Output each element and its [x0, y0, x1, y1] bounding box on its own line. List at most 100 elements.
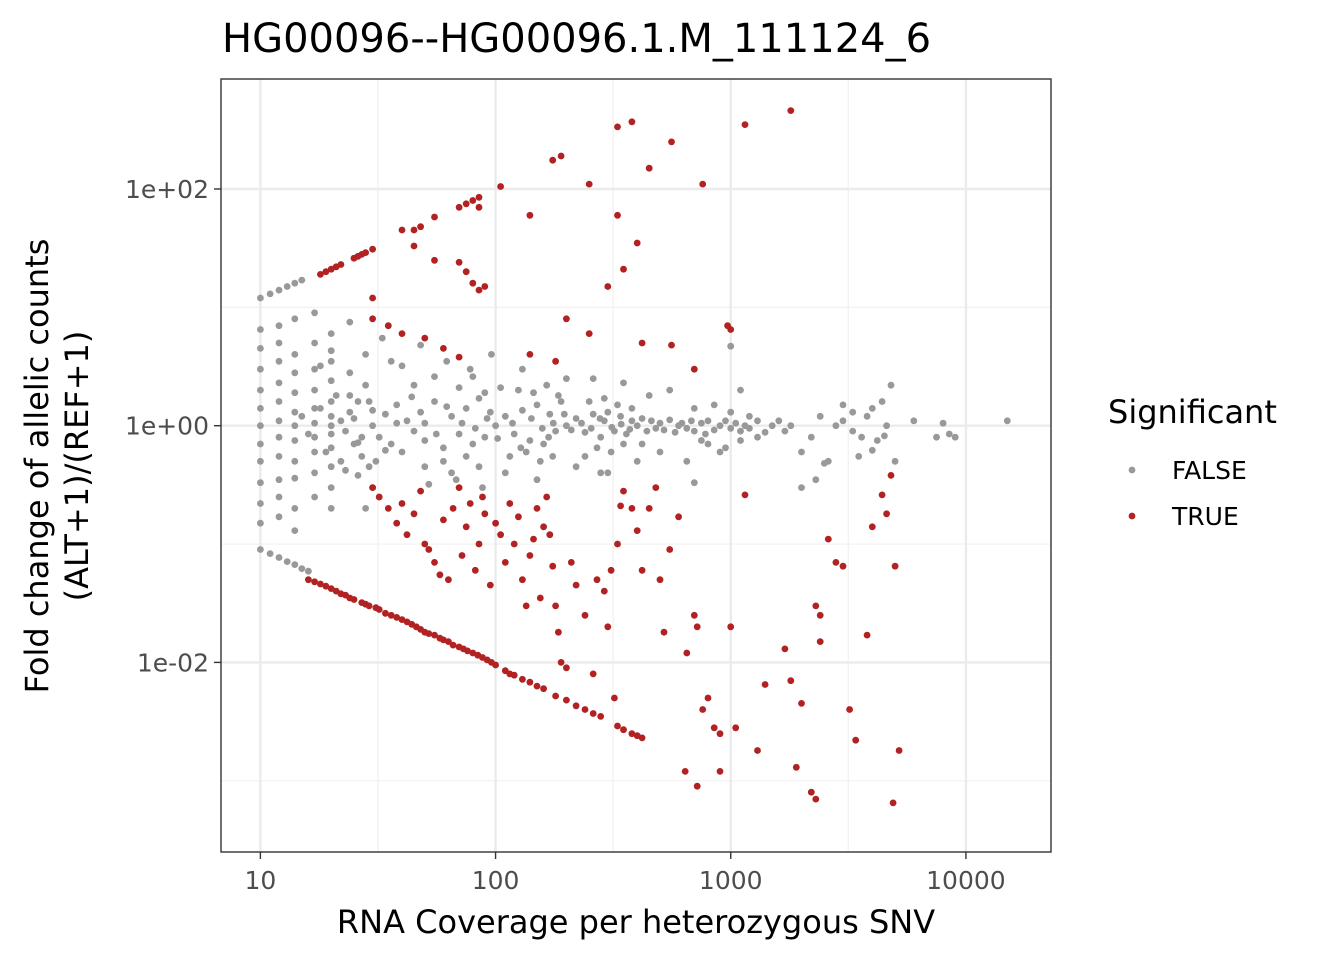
data-point	[517, 444, 525, 452]
data-point	[597, 713, 605, 720]
x-tick-label: 100	[472, 866, 520, 895]
data-point	[449, 641, 457, 649]
data-point	[530, 535, 537, 543]
data-point	[549, 419, 557, 427]
data-point	[683, 457, 691, 465]
data-point	[327, 463, 335, 471]
data-point	[375, 606, 383, 613]
data-point	[633, 457, 641, 465]
data-point	[365, 602, 373, 610]
data-point	[283, 558, 291, 565]
data-point	[398, 330, 406, 337]
data-point	[522, 448, 530, 456]
data-point	[732, 724, 740, 732]
data-point	[440, 457, 447, 465]
data-point	[626, 426, 634, 433]
data-point	[604, 623, 612, 631]
data-point	[354, 472, 362, 479]
data-point	[891, 562, 899, 570]
data-point	[545, 433, 552, 441]
data-point	[798, 448, 805, 456]
data-point	[812, 476, 820, 484]
data-point	[346, 318, 354, 326]
data-point	[275, 513, 283, 521]
data-point	[462, 453, 470, 460]
data-point	[727, 408, 735, 416]
data-point	[722, 444, 729, 452]
data-point	[704, 440, 712, 448]
data-point	[716, 768, 724, 775]
data-point	[421, 334, 429, 342]
data-point	[608, 423, 616, 431]
data-point	[798, 700, 805, 707]
data-point	[445, 638, 452, 645]
data-point	[311, 419, 318, 427]
data-point	[722, 417, 729, 425]
data-point	[443, 357, 451, 365]
data-point	[337, 457, 345, 465]
data-point	[645, 392, 653, 399]
data-point	[567, 559, 575, 566]
data-point	[469, 373, 477, 380]
data-point	[528, 415, 535, 422]
data-point	[350, 596, 358, 603]
data-point	[266, 290, 274, 298]
data-point	[563, 315, 570, 323]
x-tick-label: 1000	[699, 866, 763, 895]
y-tick-label: 1e-02	[137, 648, 209, 677]
data-point	[410, 381, 418, 389]
data-point	[812, 795, 820, 803]
data-point	[607, 448, 615, 456]
data-point	[421, 419, 429, 427]
data-point	[671, 428, 679, 436]
data-point	[585, 330, 593, 337]
data-point	[839, 401, 847, 409]
data-point	[327, 398, 335, 405]
data-point	[816, 611, 824, 619]
data-point	[417, 223, 424, 231]
data-point	[863, 631, 871, 639]
data-point	[358, 433, 366, 441]
data-point	[581, 428, 589, 436]
data-point	[710, 724, 718, 732]
data-point	[741, 121, 749, 128]
y-tick-label: 1e+00	[125, 412, 209, 441]
data-point	[519, 365, 526, 373]
data-point	[681, 768, 689, 775]
data-point	[652, 484, 660, 491]
data-point	[492, 519, 499, 527]
data-point	[716, 448, 724, 456]
data-point	[488, 351, 495, 358]
data-point	[431, 398, 438, 405]
data-point	[563, 696, 570, 704]
data-point	[417, 487, 424, 495]
data-point	[741, 491, 749, 499]
data-point	[311, 365, 318, 373]
data-point	[895, 747, 903, 754]
data-point	[628, 118, 636, 126]
data-point	[291, 505, 299, 512]
data-point	[699, 180, 707, 188]
data-point	[275, 493, 283, 501]
data-point	[317, 580, 324, 588]
data-point	[291, 457, 299, 465]
data-point	[716, 422, 724, 430]
data-point	[781, 645, 789, 653]
data-point	[737, 437, 744, 444]
data-point	[497, 531, 504, 539]
data-point	[398, 448, 406, 456]
data-point	[526, 437, 534, 444]
data-point	[403, 417, 411, 425]
legend-key-true	[1128, 512, 1136, 520]
data-point	[322, 448, 330, 456]
data-point	[567, 426, 575, 434]
data-point	[462, 200, 470, 208]
data-point	[425, 480, 433, 488]
data-point	[257, 457, 264, 465]
data-point	[342, 427, 349, 435]
data-point	[317, 271, 324, 278]
data-point	[417, 408, 424, 416]
data-point	[604, 283, 612, 290]
data-point	[479, 484, 486, 491]
data-point	[510, 540, 518, 548]
